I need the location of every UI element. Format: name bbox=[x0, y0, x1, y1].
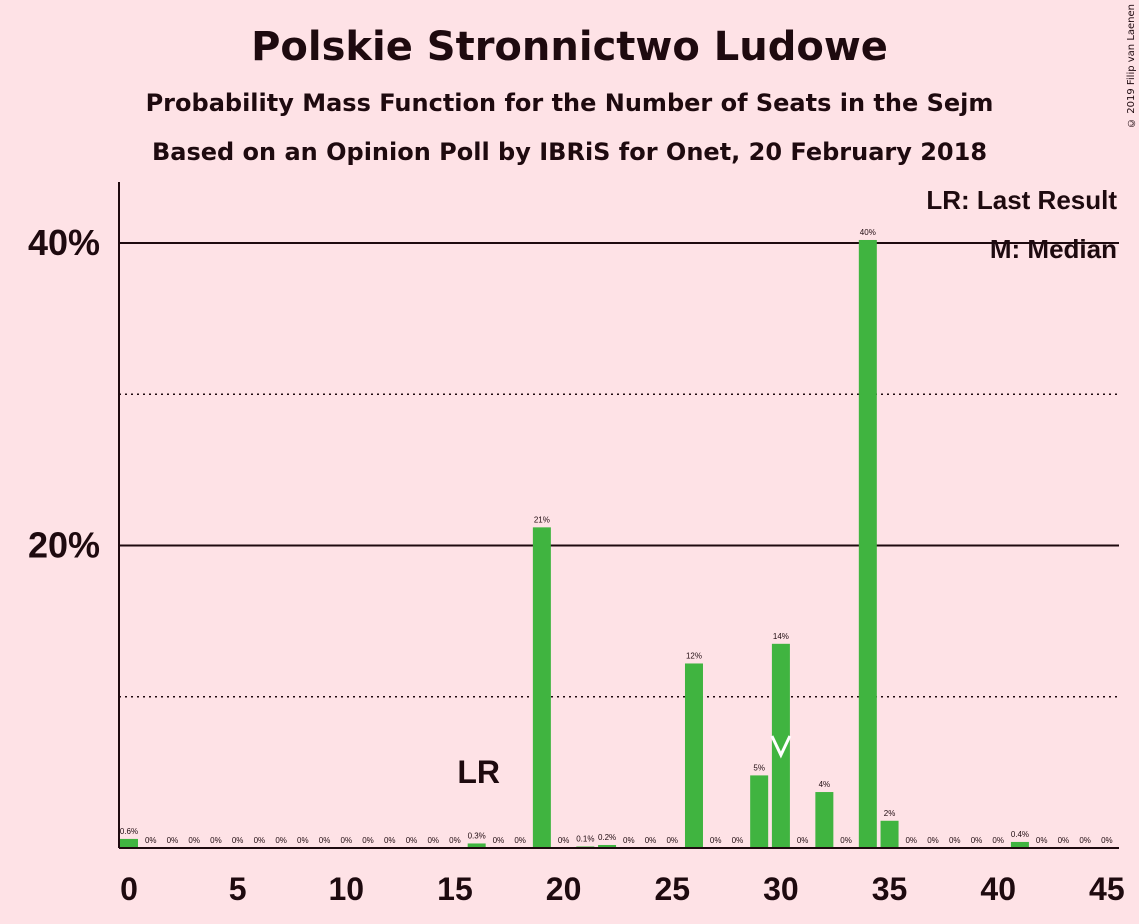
bar-label-29: 5% bbox=[753, 763, 765, 772]
bar-label-4: 0% bbox=[210, 836, 222, 845]
bar-label-41: 0.4% bbox=[1011, 830, 1029, 839]
bar-seats-0 bbox=[120, 838, 138, 848]
bar-label-35: 2% bbox=[884, 809, 896, 818]
bar-label-33: 0% bbox=[840, 836, 852, 845]
bar-seats-29 bbox=[750, 775, 769, 848]
bar-label-3: 0% bbox=[188, 836, 200, 845]
bar-label-13: 0% bbox=[406, 836, 418, 845]
y-tick-label-20: 20% bbox=[28, 525, 100, 566]
bar-label-21: 0.1% bbox=[576, 834, 594, 843]
y-tick-label-40: 40% bbox=[28, 222, 100, 263]
x-tick-label-0: 0 bbox=[120, 871, 138, 907]
bar-label-34: 40% bbox=[860, 228, 876, 237]
bar-seats-34 bbox=[858, 239, 877, 849]
bar-label-8: 0% bbox=[297, 836, 309, 845]
bar-label-7: 0% bbox=[275, 836, 287, 845]
legend-last-result: LR: Last Result bbox=[926, 185, 1117, 215]
bar-seats-30 bbox=[771, 643, 790, 848]
last-result-marker: LR bbox=[457, 754, 500, 790]
chart-title: Polskie Stronnictwo Ludowe bbox=[251, 24, 888, 70]
bar-label-37: 0% bbox=[927, 836, 939, 845]
median-marker bbox=[770, 735, 792, 759]
bar-label-45: 0% bbox=[1101, 836, 1113, 845]
bar-label-2: 0% bbox=[167, 836, 179, 845]
bar-seats-32 bbox=[815, 792, 834, 848]
markers: LR bbox=[457, 735, 792, 790]
x-tick-label-20: 20 bbox=[546, 871, 582, 907]
bar-label-36: 0% bbox=[905, 836, 917, 845]
x-tick-label-35: 35 bbox=[872, 871, 908, 907]
bar-seats-26 bbox=[684, 663, 703, 848]
chart-source: Based on an Opinion Poll by IBRiS for On… bbox=[151, 138, 988, 166]
bar-label-40: 0% bbox=[992, 836, 1004, 845]
bar-seats-41 bbox=[1010, 841, 1029, 848]
bar-label-14: 0% bbox=[427, 836, 439, 845]
bar-label-9: 0% bbox=[319, 836, 331, 845]
bar-label-39: 0% bbox=[971, 836, 983, 845]
bar-label-10: 0% bbox=[341, 836, 353, 845]
bar-seats-35 bbox=[880, 820, 899, 848]
bar-label-42: 0% bbox=[1036, 836, 1048, 845]
bar-label-38: 0% bbox=[949, 836, 961, 845]
bar-label-31: 0% bbox=[797, 836, 809, 845]
bar-label-24: 0% bbox=[645, 836, 657, 845]
bar-label-6: 0% bbox=[254, 836, 266, 845]
bar-label-18: 0% bbox=[514, 836, 526, 845]
bar-label-28: 0% bbox=[732, 836, 744, 845]
bar-label-20: 0% bbox=[558, 836, 570, 845]
bar-label-30: 14% bbox=[773, 632, 789, 641]
legend-median: M: Median bbox=[990, 234, 1117, 264]
gridlines bbox=[119, 242, 1119, 698]
bar-label-16: 0.3% bbox=[468, 831, 486, 840]
x-tick-label-15: 15 bbox=[437, 871, 473, 907]
bar-label-22: 0.2% bbox=[598, 833, 616, 842]
x-tick-label-25: 25 bbox=[654, 871, 690, 907]
x-tick-label-45: 45 bbox=[1089, 871, 1125, 907]
bar-label-5: 0% bbox=[232, 836, 244, 845]
x-tick-label-10: 10 bbox=[329, 871, 365, 907]
bar-seats-22 bbox=[598, 844, 617, 848]
bar-label-15: 0% bbox=[449, 836, 461, 845]
bar-label-19: 21% bbox=[534, 515, 550, 524]
bar-label-25: 0% bbox=[666, 836, 678, 845]
bar-label-32: 4% bbox=[819, 780, 831, 789]
bar-seats-19 bbox=[532, 527, 551, 848]
bar-labels: 0.6% 0% 0% 0% 0% 0% 0% 0% 0% 0% 0% 0% 0% 0% 0% 0% 0.3% 0%… bbox=[120, 228, 1113, 845]
bar-label-23: 0% bbox=[623, 836, 635, 845]
bar-label-11: 0% bbox=[362, 836, 374, 845]
bar-label-27: 0% bbox=[710, 836, 722, 845]
chart-subtitle: Probability Mass Function for the Number… bbox=[145, 89, 994, 117]
bar-label-26: 12% bbox=[686, 651, 702, 660]
bar-label-43: 0% bbox=[1058, 836, 1070, 845]
bar-label-44: 0% bbox=[1079, 836, 1091, 845]
bar-label-0: 0.6% bbox=[120, 827, 138, 836]
bar-label-12: 0% bbox=[384, 836, 396, 845]
bars bbox=[120, 239, 1029, 849]
x-tick-label-40: 40 bbox=[980, 871, 1016, 907]
axes: 0 5 10 15 20 25 30 35 40 45 20% 40% bbox=[28, 182, 1125, 907]
legend: LR: Last Result M: Median bbox=[926, 185, 1117, 264]
bar-seats-16 bbox=[467, 843, 486, 848]
x-tick-label-5: 5 bbox=[229, 871, 247, 907]
x-tick-label-30: 30 bbox=[763, 871, 799, 907]
bar-label-1: 0% bbox=[145, 836, 157, 845]
bar-label-17: 0% bbox=[493, 836, 505, 845]
